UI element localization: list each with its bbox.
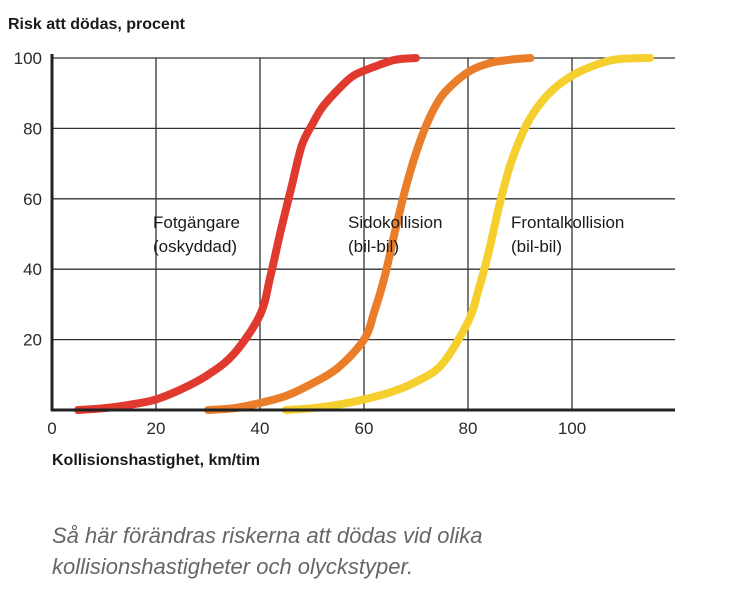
x-axis-title: Kollisionshastighet, km/tim — [52, 452, 261, 469]
x-tick-label: 20 — [147, 419, 166, 438]
x-tick-label: 0 — [47, 419, 56, 438]
axes — [50, 54, 675, 412]
x-tick-label: 60 — [355, 419, 374, 438]
caption-line-2: kollisionshastigheter och olyckstyper. — [52, 554, 414, 579]
curves — [74, 54, 654, 414]
frontal-collision-curve — [282, 54, 654, 414]
tick-labels: 20 40 60 80 100 0 20 40 60 80 100 — [14, 49, 587, 438]
series-labels: Fotgängare (oskyddad) Sidokollision (bil-bi… — [153, 213, 624, 256]
x-tick-label: 100 — [558, 419, 586, 438]
frontal-collision-label-line-2: (bil-bil) — [511, 237, 562, 256]
side-collision-label-line-1: Sidokollision — [348, 213, 443, 232]
caption-line-1: Så här förändras riskerna att dödas vid … — [52, 523, 483, 548]
pedestrian-label-line-2: (oskyddad) — [153, 237, 237, 256]
side-collision-curve — [204, 54, 535, 414]
y-tick-label: 100 — [14, 49, 42, 68]
pedestrian-label-line-1: Fotgängare — [153, 213, 240, 232]
pedestrian-curve — [74, 54, 420, 414]
y-tick-label: 20 — [23, 331, 42, 350]
y-tick-label: 40 — [23, 260, 42, 279]
caption: Så här förändras riskerna att dödas vid … — [52, 520, 712, 582]
x-tick-label: 80 — [459, 419, 478, 438]
y-tick-label: 80 — [23, 119, 42, 138]
y-axis-title: Risk att dödas, procent — [8, 16, 185, 33]
side-collision-label-line-2: (bil-bil) — [348, 237, 399, 256]
y-tick-label: 60 — [23, 190, 42, 209]
grid — [52, 57, 675, 410]
line-chart: 20 40 60 80 100 0 20 40 60 80 100 Fotgängare (oskyd… — [14, 49, 675, 438]
x-tick-label: 40 — [251, 419, 270, 438]
frontal-collision-label-line-1: Frontalkollision — [511, 213, 624, 232]
